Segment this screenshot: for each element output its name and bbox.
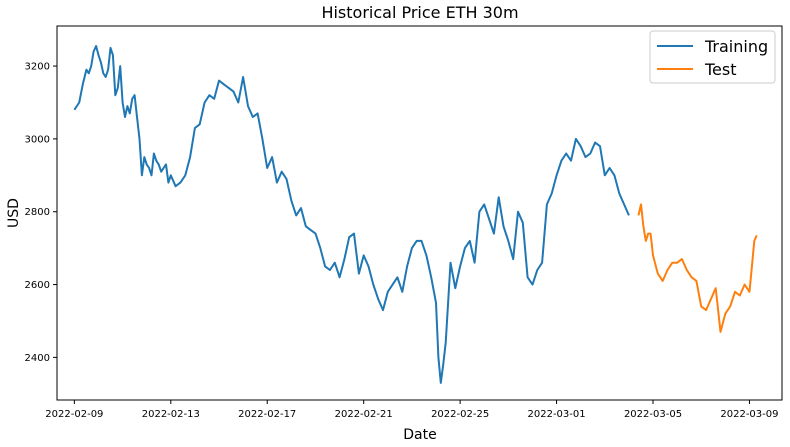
y-axis: 2400 2600 2800 3000 3200 — [25, 62, 57, 364]
plot-frame — [56, 25, 783, 401]
series-line-training — [73, 45, 630, 384]
x-tick-label: 2022-02-21 — [335, 409, 393, 420]
x-axis: 2022-02-09 2022-02-13 2022-02-17 2022-02-21… — [45, 400, 779, 420]
x-tick-label: 2022-02-13 — [142, 409, 200, 420]
series-line-test — [637, 203, 758, 333]
y-tick-label: 3200 — [25, 62, 50, 73]
legend: Training Test — [649, 30, 776, 84]
x-tick-label: 2022-03-09 — [720, 409, 778, 420]
y-tick-label: 2400 — [25, 353, 50, 364]
x-axis-title: Date — [403, 427, 436, 443]
x-tick-label: 2022-02-09 — [45, 409, 103, 420]
y-tick-label: 2600 — [25, 280, 50, 291]
x-tick-label: 2022-02-17 — [238, 409, 296, 420]
x-tick-label: 2022-02-25 — [431, 409, 489, 420]
y-tick-label: 3000 — [25, 134, 50, 145]
y-tick-label: 2800 — [25, 207, 50, 218]
y-axis-title: USD — [6, 198, 22, 228]
chart-title: Historical Price ETH 30m — [321, 3, 518, 22]
x-tick-label: 2022-03-01 — [528, 409, 586, 420]
legend-label-test: Test — [704, 60, 737, 79]
x-tick-label: 2022-03-05 — [624, 409, 682, 420]
series-layer — [73, 45, 758, 384]
legend-label-training: Training — [704, 37, 768, 56]
